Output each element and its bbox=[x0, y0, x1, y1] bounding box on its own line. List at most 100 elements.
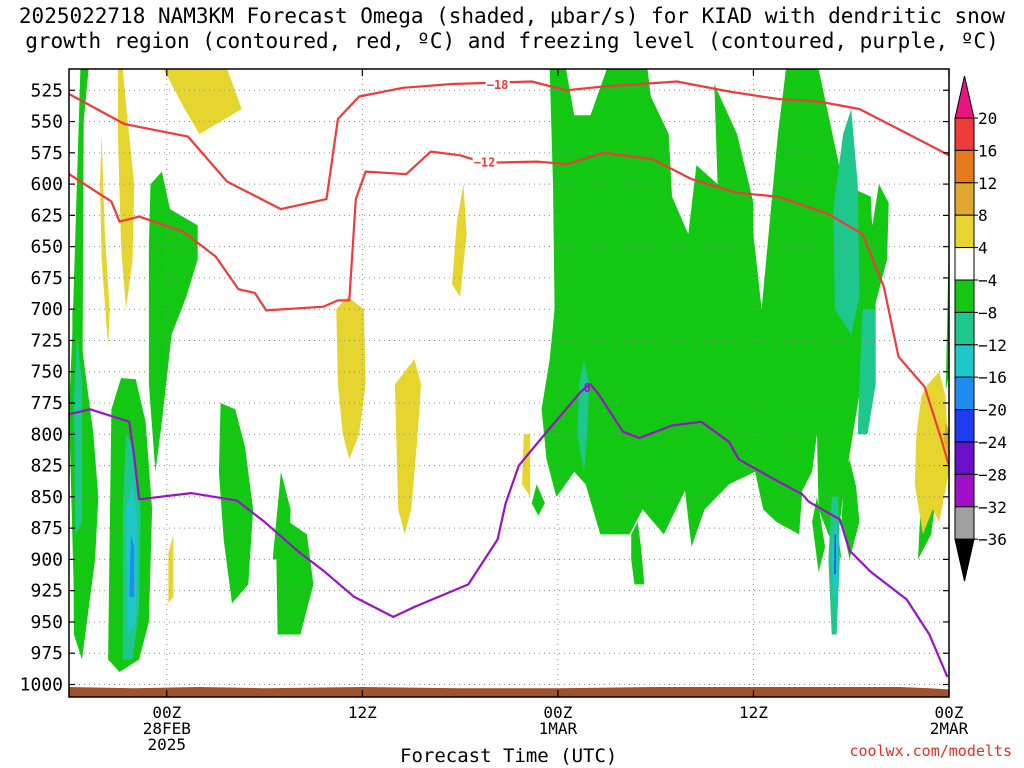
y-tick-label-700: 700 bbox=[30, 299, 63, 320]
x-tick-label-30-0: 00Z bbox=[543, 703, 572, 722]
omega-region-6 bbox=[276, 521, 314, 635]
omega-region-13 bbox=[812, 496, 826, 572]
colorbar-segment-1 bbox=[954, 149, 975, 184]
y-tick-label-975: 975 bbox=[30, 643, 63, 664]
omega-shading bbox=[69, 69, 949, 672]
colorbar-segment-7 bbox=[954, 344, 975, 378]
colorbar-segment-12 bbox=[954, 506, 975, 540]
axes: 525 550 575 600 625 650 675 700 725 750 775 800 825 8… bbox=[20, 68, 969, 754]
colorbar-label-2: 12 bbox=[978, 174, 997, 193]
omega-region-11 bbox=[945, 184, 949, 391]
y-tick-label-600: 600 bbox=[30, 174, 63, 195]
x-tick-label-30-1: 1MAR bbox=[539, 719, 578, 738]
colorbar-segment-2 bbox=[954, 182, 975, 216]
title-line-1: 2025022718 NAM3KM Forecast Omega (shaded… bbox=[18, 4, 1006, 28]
x-tick-label-18-0: 12Z bbox=[348, 703, 377, 722]
colorbar-label-13: −36 bbox=[978, 530, 1007, 549]
omega-region-29 bbox=[100, 134, 110, 347]
colorbar-segment-8 bbox=[954, 376, 975, 411]
credit-link[interactable]: coolwx.com/modelts bbox=[849, 742, 1012, 760]
omega-region-27 bbox=[117, 69, 135, 310]
contour-label--18: −18 bbox=[487, 78, 509, 92]
x-axis-title: Forecast Time (UTC) bbox=[400, 745, 618, 767]
contour-label-0: 0 bbox=[584, 381, 591, 395]
omega-region-21 bbox=[73, 334, 82, 535]
colorbar-segment-4 bbox=[954, 247, 975, 281]
y-tick-label-650: 650 bbox=[30, 237, 63, 258]
omega-region-4 bbox=[218, 403, 254, 604]
ground-surface bbox=[69, 687, 949, 697]
colorbar-label-5: −4 bbox=[978, 271, 997, 290]
contours: −18 −12 0 bbox=[69, 76, 949, 678]
colorbar-bottom-arrow bbox=[954, 538, 975, 582]
omega-region-8 bbox=[541, 69, 876, 560]
grid bbox=[69, 69, 950, 697]
plot-frame bbox=[68, 68, 950, 698]
y-tick-label-925: 925 bbox=[30, 581, 63, 602]
x-tick-label-6-2: 2025 bbox=[148, 735, 187, 754]
y-tick-label-850: 850 bbox=[30, 487, 63, 508]
y-tick-label-550: 550 bbox=[30, 112, 63, 133]
y-tick-label-800: 800 bbox=[30, 424, 63, 445]
colorbar-segment-3 bbox=[954, 214, 975, 249]
colorbar-segment-11 bbox=[954, 473, 975, 508]
y-tick-label-775: 775 bbox=[30, 393, 63, 414]
chart-title: 2025022718 NAM3KM Forecast Omega (shaded… bbox=[0, 4, 1024, 54]
colorbar-segment-0 bbox=[954, 117, 975, 151]
omega-region-25 bbox=[129, 534, 135, 597]
x-tick-label-54-0: 00Z bbox=[935, 703, 964, 722]
colorbar-segment-10 bbox=[954, 441, 975, 475]
colorbar-label-4: 4 bbox=[978, 239, 988, 258]
colorbar-segment-9 bbox=[954, 409, 975, 443]
colorbar-segment-5 bbox=[954, 279, 975, 313]
omega-region-16 bbox=[841, 459, 860, 560]
contour-line-0 bbox=[69, 383, 949, 678]
colorbar-label-3: 8 bbox=[978, 206, 988, 225]
x-tick-label-42-0: 12Z bbox=[739, 703, 768, 722]
y-tick-label-525: 525 bbox=[30, 80, 63, 101]
omega-region-30 bbox=[168, 534, 174, 604]
contour-label-bg--12 bbox=[472, 153, 497, 169]
y-tick-label-575: 575 bbox=[30, 143, 63, 164]
omega-region-39 bbox=[944, 421, 949, 460]
x-tick-label-6-1: 28FEB bbox=[143, 719, 191, 738]
omega-region-7 bbox=[531, 484, 545, 516]
omega-region-35 bbox=[914, 371, 949, 535]
omega-region-3 bbox=[148, 171, 198, 472]
colorbar: 20 16 12 8 4 −4 −8 −12 −16 −20 −24 −28 −32 −36 bbox=[954, 75, 1007, 582]
colorbar-label-8: −16 bbox=[978, 368, 1007, 387]
omega-region-28 bbox=[163, 69, 242, 135]
omega-region-34 bbox=[522, 434, 531, 497]
colorbar-label-1: 16 bbox=[978, 141, 997, 160]
colorbar-label-0: 20 bbox=[978, 109, 997, 128]
y-tick-label-750: 750 bbox=[30, 362, 63, 383]
colorbar-label-7: −12 bbox=[978, 336, 1007, 355]
x-tick-label-54-1: 2MAR bbox=[930, 719, 969, 738]
colorbar-label-9: −20 bbox=[978, 401, 1007, 420]
title-line-2: growth region (contoured, red, ºC) and f… bbox=[25, 29, 999, 53]
y-tick-label-625: 625 bbox=[30, 205, 63, 226]
colorbar-label-10: −24 bbox=[978, 433, 1007, 452]
omega-region-18 bbox=[857, 309, 876, 435]
omega-region-26 bbox=[834, 534, 836, 575]
colorbar-label-6: −8 bbox=[978, 303, 997, 322]
contour-line--18 bbox=[69, 80, 949, 211]
colorbar-label-11: −28 bbox=[978, 465, 1007, 484]
omega-region-15 bbox=[862, 184, 889, 322]
contour-label-bg--18 bbox=[485, 76, 510, 92]
y-tick-label-725: 725 bbox=[30, 330, 63, 351]
omega-region-33 bbox=[452, 184, 467, 297]
x-tick-label-6-0: 00Z bbox=[152, 703, 181, 722]
contour-label--12: −12 bbox=[474, 156, 496, 170]
y-tick-label-825: 825 bbox=[30, 456, 63, 477]
y-tick-label-675: 675 bbox=[30, 268, 63, 289]
omega-region-31 bbox=[336, 296, 366, 460]
colorbar-label-12: −32 bbox=[978, 498, 1007, 517]
y-tick-label-1000: 1000 bbox=[20, 674, 63, 695]
y-tick-label-900: 900 bbox=[30, 549, 63, 570]
y-tick-label-875: 875 bbox=[30, 518, 63, 539]
y-tick-label-950: 950 bbox=[30, 612, 63, 633]
ground-band bbox=[69, 687, 949, 697]
colorbar-segment-6 bbox=[954, 311, 975, 346]
